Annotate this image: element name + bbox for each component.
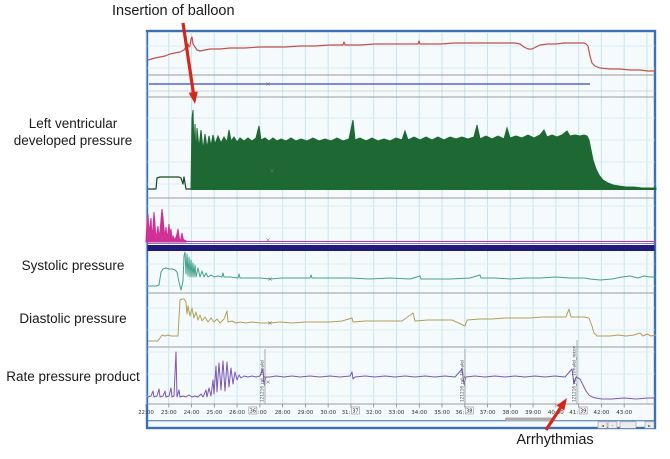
axis-label: 43:00 — [616, 410, 632, 416]
trace-lv-developed-pressure-green — [190, 109, 657, 190]
axis-label: 26:00 — [229, 410, 245, 416]
comment-number: 37 — [352, 409, 358, 415]
label-diastolic-pressure: Diastolic pressure — [19, 311, 127, 326]
scrollbar-button[interactable] — [619, 421, 637, 429]
axis-label: 38:00 — [502, 410, 518, 416]
axis-label: 29:00 — [297, 410, 313, 416]
comment-flag-label: 121216_rat_1(male) — [260, 359, 265, 402]
trace-flow-pink-burst — [145, 208, 187, 243]
axis-label: 31: — [342, 410, 351, 416]
comment-number: 39 — [580, 409, 586, 415]
axis-label: 39:00 — [525, 410, 541, 416]
label-arrhythmias: Arrhythmias — [516, 432, 594, 448]
axis-label: 30:00 — [320, 410, 336, 416]
scrollbar-button-glyph: ► — [648, 423, 652, 428]
label-lv-line1: Left ventricular — [28, 116, 118, 131]
label-lv-developed-pressure: Left ventricular developed pressure — [0, 115, 146, 149]
scrollbar-button-glyph: – — [612, 423, 614, 428]
axis-label: 41: — [569, 410, 578, 416]
comment-number-box[interactable] — [578, 406, 588, 415]
trace-diastolic-pressure-olive — [148, 298, 657, 342]
axis-label: 32:00 — [366, 410, 382, 416]
axis-label: 36: — [455, 410, 464, 416]
axis-label: 28:00 — [275, 410, 291, 416]
comment-number-box[interactable] — [351, 406, 360, 415]
axis-label: 33:00 — [389, 410, 405, 416]
collapsed-channel-band — [147, 245, 655, 251]
comment-flag-label: 121216_rat_1(male)_recov — [572, 345, 577, 402]
axis-label: :00 — [258, 410, 267, 416]
selection-x-marker[interactable]: × — [265, 236, 270, 244]
axis-label: 35:00 — [434, 410, 450, 416]
comment-number: 38 — [466, 409, 472, 415]
comment-number-box[interactable] — [248, 406, 258, 415]
axis-label: 37:00 — [480, 410, 496, 416]
label-insertion-of-balloon: Insertion of balloon — [112, 3, 235, 19]
scrollbar-button[interactable] — [644, 421, 655, 429]
insertion-arrow-head — [188, 91, 198, 104]
selection-x-marker[interactable]: × — [269, 167, 274, 175]
label-lv-line2: developed pressure — [13, 133, 133, 148]
selection-x-marker[interactable]: × — [265, 80, 270, 88]
axis-label: 23:00 — [161, 410, 177, 416]
scrollbar-button[interactable] — [597, 421, 608, 429]
label-systolic-pressure: Systolic pressure — [21, 258, 125, 273]
axis-label: 42:00 — [593, 410, 609, 416]
insertion-arrow — [181, 22, 195, 93]
label-rate-pressure-product: Rate pressure product — [6, 369, 140, 384]
axis-label: 34:00 — [411, 410, 427, 416]
selection-x-marker[interactable]: × — [265, 378, 270, 386]
trace-perfusion-pressure-red — [147, 36, 656, 72]
axis-label: 22:00 — [138, 410, 154, 416]
scrollbar-button[interactable] — [607, 421, 618, 429]
comment-number: 36 — [250, 409, 256, 415]
comment-number-box[interactable] — [464, 406, 474, 415]
selection-x-marker[interactable]: × — [267, 275, 272, 283]
axis-label: 25:00 — [206, 410, 222, 416]
arrhythmias-arrow — [544, 407, 562, 431]
arrhythmias-arrow-head — [556, 398, 567, 411]
selection-x-marker[interactable]: × — [267, 319, 272, 327]
axis-label: 24:00 — [184, 410, 200, 416]
trace-lv-baseline-green — [148, 176, 191, 190]
scrollbar-button-glyph: ◄ — [601, 423, 605, 428]
trace-rate-pressure-product-purple — [147, 351, 656, 400]
trace-systolic-pressure-teal — [148, 251, 656, 291]
comment-flag-label: 121216_rat_1(male) — [460, 359, 465, 402]
scrollbar-thumb[interactable] — [505, 417, 553, 422]
